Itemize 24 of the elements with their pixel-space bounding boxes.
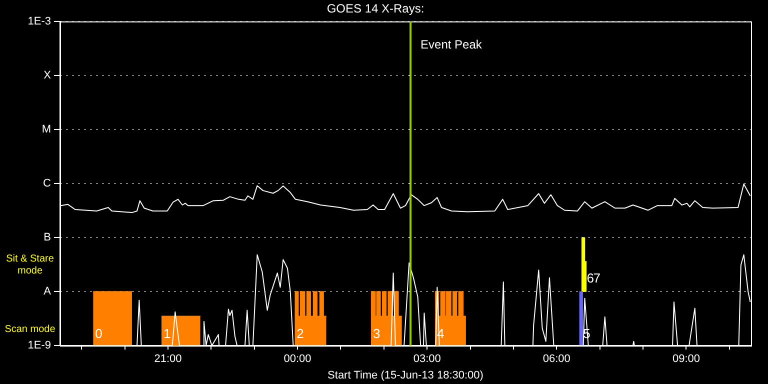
y-tick-label: C (43, 178, 52, 190)
x-axis-title: Start Time (15-Jun-13 18:30:00) (328, 369, 484, 382)
x-tick-label: 06:00 (542, 353, 570, 366)
annotation: 6 (586, 270, 594, 286)
x-tick-label: 09:00 (672, 353, 700, 366)
ref-line-label: Event Peak (420, 38, 483, 52)
x-tick-label: 03:00 (413, 353, 441, 366)
x-tick-label: 21:00 (154, 353, 182, 366)
text: Sit & Stare mode (6, 253, 54, 276)
annotation: 0 (95, 326, 102, 342)
annotation: 3 (372, 326, 380, 342)
y-tick-label: X (44, 69, 52, 82)
bar (579, 291, 583, 346)
y-tick-label: 1E-9 (28, 340, 51, 352)
annotation: 2 (296, 326, 304, 342)
chart-title: GOES 14 X-Rays: (326, 2, 424, 16)
y-tick-label: A (44, 286, 52, 298)
x-tick-label: 00:00 (284, 353, 312, 366)
y-tick-label: B (44, 232, 51, 244)
y-tick-label: 1E-3 (28, 15, 51, 28)
annotation: 1 (163, 326, 171, 342)
text: Scan mode (4, 324, 56, 336)
y-tick-label: M (42, 124, 51, 136)
annotation: 7 (593, 270, 600, 286)
